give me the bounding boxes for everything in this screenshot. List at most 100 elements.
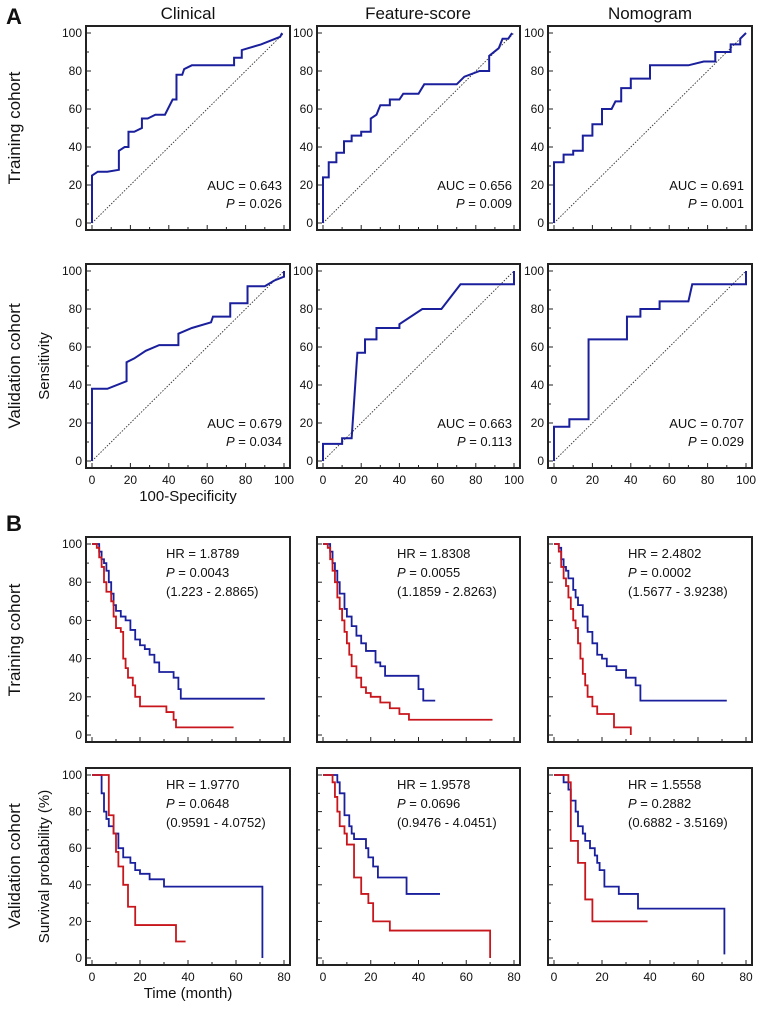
x-tick-label: 0: [320, 970, 327, 984]
p-value: = 0.009: [465, 196, 512, 211]
reference-diagonal: [91, 270, 285, 462]
p-value-label: P = 0.029: [688, 434, 744, 449]
x-tick-label: 40: [624, 473, 638, 487]
p-symbol: P: [457, 434, 466, 449]
auc-label: AUC = 0.643: [207, 178, 282, 193]
auc-label: AUC = 0.707: [669, 416, 744, 431]
p-value-label: P = 0.113: [457, 434, 512, 449]
y-tick-label: 0: [537, 216, 544, 230]
p-value-label: P = 0.034: [226, 434, 282, 449]
chart-A-1-2: 0 20 40 60 80 100 0 20 40 60 80 100 AUC = 0.707 P = 0…: [524, 263, 756, 487]
y-tick-label: 20: [531, 178, 545, 192]
p-value-label: P = 0.0696: [397, 796, 460, 811]
panel-label-b: B: [6, 511, 22, 536]
y-tick-label: 40: [531, 140, 545, 154]
x-tick-label: 0: [551, 473, 558, 487]
chart-B-0-2: HR = 2.4802 P = 0.0002 (1.5677 - 3.9238): [547, 536, 753, 743]
p-value: = 0.0055: [406, 565, 461, 580]
x-tick-label: 100: [504, 473, 524, 487]
roc-curve: [322, 32, 513, 223]
y-tick-label: 100: [293, 264, 313, 278]
x-tick-label: 80: [739, 970, 753, 984]
y-tick-label: 80: [300, 64, 314, 78]
x-tick-label: 20: [355, 473, 369, 487]
x-tick-label: 60: [663, 473, 677, 487]
x-tick-label: 40: [393, 473, 407, 487]
p-value-label: P = 0.0055: [397, 565, 460, 580]
x-tick-label: 60: [460, 970, 474, 984]
p-symbol: P: [628, 565, 637, 580]
x-tick-label: 100: [736, 473, 756, 487]
reference-diagonal: [553, 270, 747, 462]
x-tick-label: 80: [469, 473, 483, 487]
y-tick-label: 40: [69, 878, 83, 892]
x-tick-label: 80: [507, 970, 521, 984]
survival-curve-low-risk: [92, 543, 265, 700]
x-tick-label: 40: [181, 970, 195, 984]
y-axis-label: Sensitivity: [36, 332, 53, 400]
y-tick-label: 60: [69, 613, 83, 627]
x-tick-label: 20: [364, 970, 378, 984]
p-symbol: P: [628, 796, 637, 811]
p-symbol: P: [397, 565, 406, 580]
roc-curve: [553, 271, 747, 461]
x-tick-label: 40: [643, 970, 657, 984]
y-tick-label: 40: [531, 378, 545, 392]
survival-curve-high-risk: [323, 543, 493, 721]
auc-label: AUC = 0.656: [437, 178, 512, 193]
survival-curve-low-risk: [323, 774, 440, 895]
y-tick-label: 60: [531, 102, 545, 116]
column-title: Feature-score: [365, 4, 471, 23]
chart-A-0-1: 0 20 40 60 80 100 AUC = 0.656 P = 0.009: [293, 25, 521, 231]
panel-label-a: A: [6, 4, 22, 29]
y-axis-label: Survival probability (%): [36, 790, 53, 943]
chart-B-1-0: 0 20 40 60 80 100 0 20 40 60 80 Time (month) Surviva…: [36, 767, 291, 1002]
x-tick-label: 40: [162, 473, 176, 487]
p-value-label: P = 0.0043: [166, 565, 229, 580]
y-tick-label: 100: [293, 26, 313, 40]
p-value-label: P = 0.026: [226, 196, 282, 211]
p-value-label: P = 0.001: [688, 196, 744, 211]
x-tick-label: 20: [124, 473, 138, 487]
roc-curve: [322, 271, 515, 461]
y-tick-label: 0: [75, 216, 82, 230]
survival-curve-high-risk: [554, 543, 632, 735]
y-tick-label: 0: [75, 951, 82, 965]
auc-label: AUC = 0.691: [669, 178, 744, 193]
y-tick-label: 20: [69, 178, 83, 192]
p-value: = 0.0696: [406, 796, 461, 811]
roc-curve: [553, 32, 747, 223]
y-tick-label: 60: [531, 340, 545, 354]
p-symbol: P: [397, 796, 406, 811]
chart-A-1-1: 0 20 40 60 80 100 0 20 40 60 80 100 AUC = 0.663 P = 0…: [293, 263, 524, 487]
y-tick-label: 20: [69, 914, 83, 928]
y-tick-label: 80: [531, 302, 545, 316]
chart-B-1-2: 0 20 40 60 80 HR = 1.5558 P = 0.2882 (0.6882 - …: [547, 767, 753, 984]
y-tick-label: 100: [62, 26, 82, 40]
survival-curve-high-risk: [92, 543, 234, 729]
y-tick-label: 100: [524, 26, 544, 40]
chart-A-0-0: 0 20 40 60 80 100 AUC = 0.643 P = 0.026: [62, 25, 291, 231]
x-tick-label: 60: [431, 473, 445, 487]
y-tick-label: 60: [69, 102, 83, 116]
p-value: = 0.113: [466, 434, 512, 449]
roc-curve: [91, 32, 283, 223]
y-tick-label: 80: [300, 302, 314, 316]
auc-label: AUC = 0.663: [437, 416, 512, 431]
x-tick-label: 0: [551, 970, 558, 984]
p-value: = 0.0043: [175, 565, 230, 580]
y-tick-label: 20: [531, 416, 545, 430]
hr-label: HR = 1.9770: [166, 777, 239, 792]
survival-curve-high-risk: [323, 774, 492, 958]
column-title: Nomogram: [608, 4, 692, 23]
p-symbol: P: [166, 565, 175, 580]
p-symbol: P: [226, 196, 235, 211]
p-value: = 0.034: [235, 434, 282, 449]
x-tick-label: 0: [89, 970, 96, 984]
auc-label: AUC = 0.679: [207, 416, 282, 431]
p-value: = 0.0648: [175, 796, 230, 811]
p-value: = 0.026: [235, 196, 282, 211]
confidence-interval: (0.9476 - 4.0451): [397, 815, 497, 830]
confidence-interval: (1.1859 - 2.8263): [397, 584, 497, 599]
